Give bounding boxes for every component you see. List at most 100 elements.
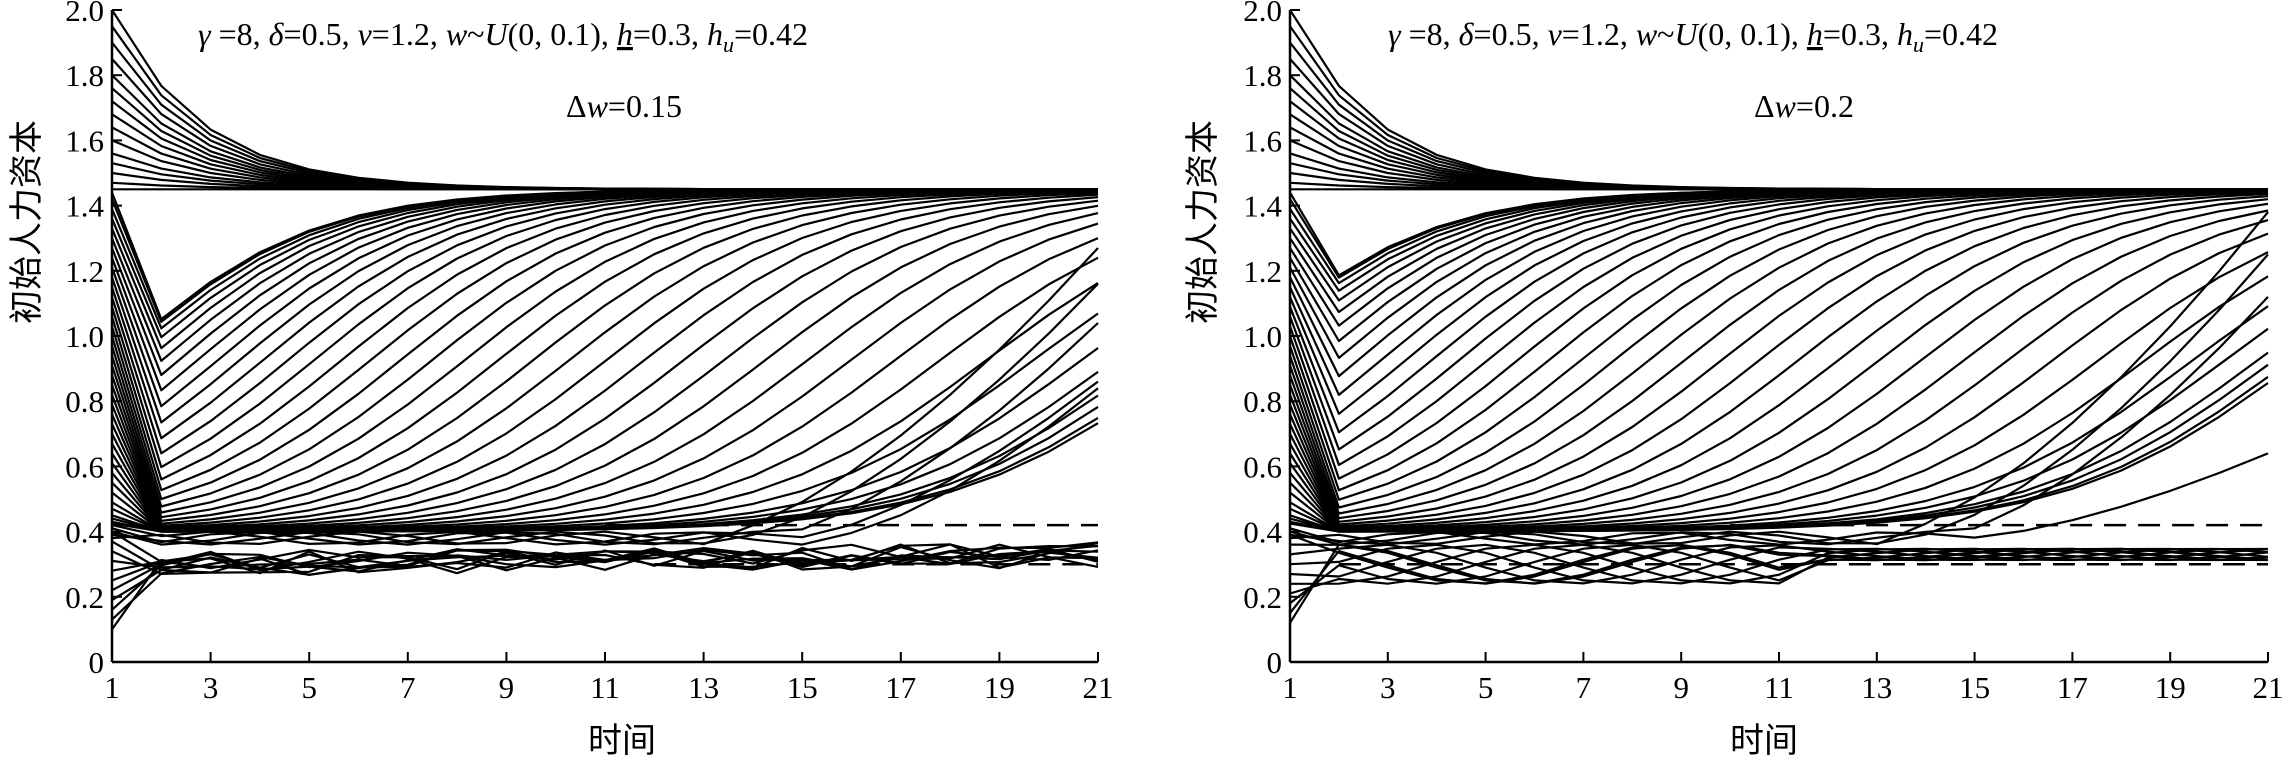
right-series-line <box>1289 305 2269 533</box>
left-series-line <box>110 193 1099 529</box>
right-x-tick-label: 19 <box>2155 670 2186 705</box>
right-y-tick-label: 1.8 <box>1243 58 1282 93</box>
left-x-tick-label: 17 <box>885 670 916 705</box>
left-series-line <box>110 188 1099 508</box>
right-annotation: γ =8, δ=0.5, v=1.2, w~U(0, 0.1), h=0.3, … <box>1388 16 1998 124</box>
left-annotation-line2: Δw=0.15 <box>566 88 682 124</box>
left-x-tick-label: 21 <box>1083 670 1114 705</box>
right-x-tick-label: 3 <box>1380 670 1396 705</box>
left-x-tick-label: 13 <box>688 670 719 705</box>
right-series-line <box>1289 188 2268 279</box>
right-series-line <box>1289 232 2269 533</box>
right-y-tick-label: 1.0 <box>1243 319 1282 354</box>
left-series-line <box>111 283 1099 546</box>
left-y-tick-label: 0.2 <box>65 580 104 615</box>
right-series-line <box>1288 192 2269 528</box>
left-series-line <box>111 347 1099 533</box>
right-y-tick-label: 1.6 <box>1243 123 1282 158</box>
left-series-line <box>111 387 1099 546</box>
left-series-line <box>111 322 1099 546</box>
right-x-tick-label: 5 <box>1478 670 1494 705</box>
right-y-tick-label: 0.8 <box>1243 384 1282 419</box>
left-series-line <box>111 380 1099 546</box>
right-x-axis-title: 时间 <box>1730 721 1798 761</box>
left-x-tick-label: 11 <box>590 670 620 705</box>
right-series-line <box>1289 195 2269 530</box>
right-y-tick-label: 0.4 <box>1243 515 1282 550</box>
left-x-tick-label: 1 <box>104 670 120 705</box>
left-series-line <box>110 190 1099 522</box>
left-series-line <box>110 188 1099 469</box>
left-axes: 00.20.40.60.81.01.21.41.61.82.01 3 5 7 9 11 13… <box>65 0 1113 705</box>
right-series-line <box>1289 543 2269 585</box>
right-series-line <box>1288 191 2269 526</box>
left-series-line <box>111 543 1099 611</box>
left-x-tick-label: 9 <box>499 670 515 705</box>
left-series-line <box>111 199 1099 531</box>
right-series <box>1288 9 2269 624</box>
left-series-line <box>110 196 1099 530</box>
right-annotation-line2: Δw=0.2 <box>1754 88 1854 124</box>
right-x-tick-label: 11 <box>1764 670 1794 705</box>
right-series-line <box>1289 209 2269 532</box>
right-series-line <box>1289 533 2269 585</box>
left-series-line <box>111 530 1099 571</box>
left-y-tick-label: 0.6 <box>65 449 104 484</box>
left-x-tick-label: 7 <box>400 670 416 705</box>
right-series-line <box>1289 296 2269 546</box>
left-series-line <box>110 189 1099 514</box>
right-series-line <box>1289 202 2269 531</box>
left-annotation: γ =8, δ=0.5, v=1.2, w~U(0, 0.1), h=0.3, … <box>198 16 808 124</box>
left-y-tick-label: 0 <box>89 645 105 680</box>
right-series-line <box>1288 188 2269 509</box>
right-x-tick-label: 7 <box>1576 670 1592 705</box>
left-series-line <box>111 422 1099 533</box>
right-series-line <box>1288 189 2269 515</box>
left-x-tick-label: 5 <box>301 670 317 705</box>
left-annotation-line1: γ =8, δ=0.5, v=1.2, w~U(0, 0.1), h=0.3, … <box>198 16 808 57</box>
left-y-tick-label: 1.2 <box>65 254 104 289</box>
left-panel: 00.20.40.60.81.01.21.41.61.82.01 3 5 7 9 11 13… <box>7 0 1114 761</box>
left-y-tick-label: 0.4 <box>65 515 104 550</box>
left-x-tick-label: 19 <box>984 670 1015 705</box>
left-series-line <box>110 192 1099 527</box>
right-series-line <box>1288 188 2268 396</box>
left-y-tick-label: 1.8 <box>65 58 104 93</box>
right-y-tick-label: 0.2 <box>1243 580 1282 615</box>
right-axes: 00.20.40.60.81.01.21.41.61.82.01 3 5 7 9 11 13… <box>1243 0 2283 705</box>
right-series-line <box>1289 211 2269 546</box>
right-x-tick-label: 21 <box>2253 670 2284 705</box>
left-y-tick-label: 1.0 <box>65 319 104 354</box>
left-series-line <box>110 190 1099 525</box>
left-y-tick-label: 2.0 <box>65 0 104 28</box>
left-y-tick-label: 0.8 <box>65 384 104 419</box>
right-series-line <box>1289 253 2269 546</box>
right-series-line <box>1288 190 2269 523</box>
right-x-tick-label: 17 <box>2057 670 2088 705</box>
right-panel: 00.20.40.60.81.01.21.41.61.82.01 3 5 7 9 11 13… <box>1183 0 2284 761</box>
right-series-line <box>1289 382 2269 533</box>
left-series-line <box>111 247 1099 546</box>
right-y-tick-label: 1.4 <box>1243 189 1282 224</box>
left-x-tick-label: 15 <box>787 670 818 705</box>
right-y-tick-label: 0 <box>1267 645 1283 680</box>
left-x-tick-label: 3 <box>203 670 219 705</box>
right-x-tick-label: 15 <box>1959 670 1990 705</box>
right-series-line <box>1289 188 2268 343</box>
right-x-tick-label: 9 <box>1673 670 1689 705</box>
right-y-axis-title: 初始人力资本 <box>1183 120 1223 324</box>
left-series-line <box>110 189 1099 519</box>
right-series-line <box>1288 189 2269 520</box>
left-y-tick-label: 1.4 <box>65 189 104 224</box>
left-series-line <box>110 188 1099 440</box>
left-y-axis-title: 初始人力资本 <box>7 120 47 324</box>
left-x-axis-title: 时间 <box>588 721 656 761</box>
left-series-line <box>111 204 1099 532</box>
right-y-tick-label: 1.2 <box>1243 254 1282 289</box>
right-series-line <box>1289 198 2269 531</box>
right-y-tick-label: 2.0 <box>1243 0 1282 28</box>
right-y-tick-label: 0.6 <box>1243 449 1282 484</box>
right-x-tick-label: 13 <box>1861 670 1892 705</box>
left-series <box>110 9 1099 631</box>
